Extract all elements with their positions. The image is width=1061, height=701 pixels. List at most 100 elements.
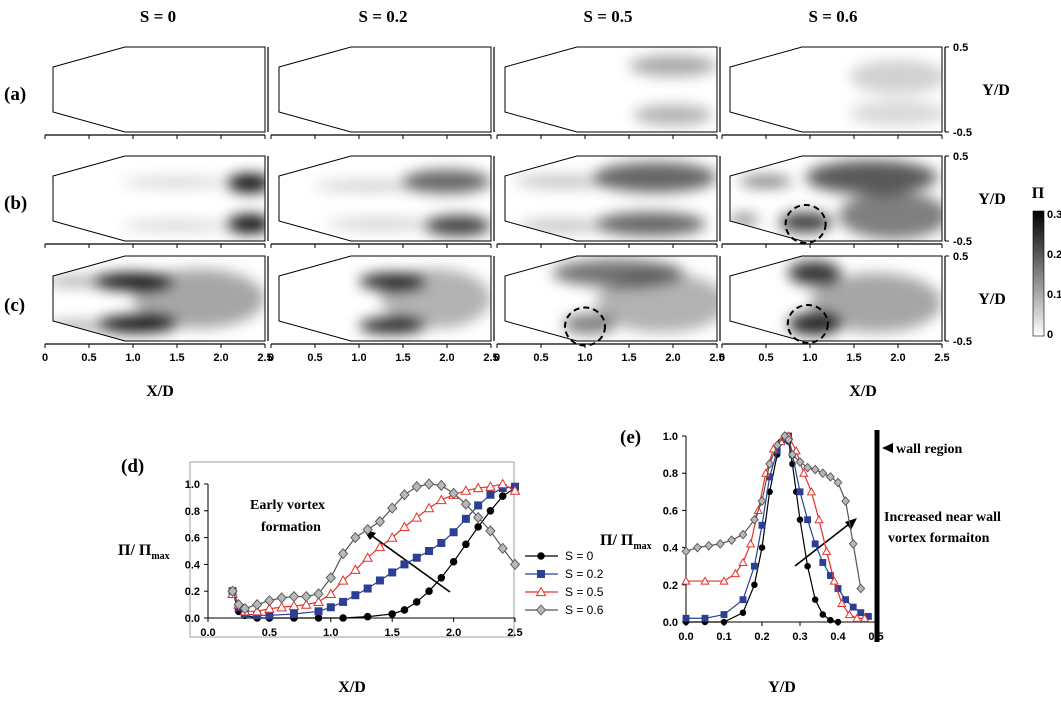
data-point <box>826 572 834 579</box>
heatmap-xlabel-4: X/D <box>849 383 877 400</box>
data-point <box>375 576 384 585</box>
heatmap-blob <box>838 191 942 240</box>
heatmap-panel: 0.5 -0.5 <box>721 42 972 139</box>
data-point <box>485 481 496 491</box>
x-tick-label: 0.2 <box>754 631 769 643</box>
colorbar-gradient <box>1032 210 1045 337</box>
data-point <box>425 587 433 595</box>
data-point <box>856 583 866 594</box>
data-point <box>313 588 324 600</box>
data-point <box>227 585 238 597</box>
data-point <box>411 481 422 493</box>
series-S0 <box>682 432 842 626</box>
panel-d-annotation-line2: formation <box>261 520 321 535</box>
heatmap-blobs <box>788 261 942 336</box>
heatmap-blob <box>788 261 841 285</box>
data-point <box>841 496 851 506</box>
data-point <box>837 598 847 607</box>
data-point <box>842 596 850 604</box>
legend-item: S = 0.6 <box>525 603 604 617</box>
data-point <box>449 528 458 537</box>
panel-e-annotation-line1: Increased near wall <box>884 510 1001 525</box>
x-tick-label: 0.0 <box>678 631 693 643</box>
data-point <box>449 557 458 566</box>
x-tick-label: 2.0 <box>446 627 461 639</box>
panel-e-annotation-arrowhead <box>845 518 857 530</box>
heatmap-x-tick-label: 1.0 <box>125 352 140 364</box>
data-point <box>739 609 747 616</box>
data-point <box>806 486 817 496</box>
data-point <box>486 507 495 515</box>
legend-item: S = 0.5 <box>525 585 604 599</box>
data-point <box>386 532 398 542</box>
series-S06 <box>227 478 521 615</box>
vortex-circle <box>784 204 827 244</box>
heatmap-y-tick-label: -0.5 <box>953 127 972 139</box>
y-tick-label: 0.6 <box>185 533 200 545</box>
data-point <box>399 489 410 501</box>
data-point <box>720 618 728 626</box>
data-point <box>325 572 336 584</box>
heatmap-panel: 0 0.5 1.0 1.5 2.0 2.5 0.5 -0.5 <box>719 251 972 364</box>
heatmap-background <box>53 47 265 132</box>
data-point <box>844 609 855 619</box>
heatmap-x-tick-label: 0.5 <box>758 352 773 364</box>
heatmap-blob <box>629 55 717 76</box>
heatmap-x-tick-label: 1.5 <box>169 352 184 364</box>
heatmap-y-tick-label: 0.5 <box>953 151 968 163</box>
heatmap-blob <box>403 169 491 194</box>
column-header-s06: S = 0.6 <box>809 7 858 26</box>
data-point <box>738 557 748 567</box>
data-point <box>799 468 809 477</box>
legend-label: S = 0.2 <box>565 567 604 581</box>
heatmap-outline <box>504 155 718 242</box>
data-point <box>436 479 447 491</box>
data-point <box>339 597 348 606</box>
x-tick-label: 2.5 <box>507 627 522 639</box>
panel-d-plot-area <box>189 461 515 638</box>
panel-e-wall-label: wall region <box>896 442 962 457</box>
heatmap-x-tick-label: 2.0 <box>665 352 680 364</box>
data-point <box>351 591 360 600</box>
data-point <box>423 478 435 490</box>
panel-d-ylabel: Π/ Πmax <box>118 542 170 562</box>
x-tick-label: 0.5 <box>868 631 883 643</box>
heatmap-panel: 0.5 -0.5 <box>721 151 972 248</box>
heatmap-outline <box>729 155 943 242</box>
heatmap-ylabel-b: Y/D <box>978 191 1006 208</box>
heatmap-x-tick-label: 1.5 <box>846 352 861 364</box>
x-tick-label: 0.3 <box>792 631 807 643</box>
data-point <box>796 488 804 496</box>
heatmap-field <box>279 47 491 132</box>
data-point <box>264 594 275 607</box>
colorbar-tick-0: 0 <box>1047 329 1053 341</box>
x-tick-label: 0.5 <box>262 627 277 639</box>
heatmap-blob <box>227 214 265 234</box>
data-point <box>325 588 337 598</box>
data-point <box>819 559 827 566</box>
heatmap-blob <box>227 173 265 193</box>
heatmap-x-tick-label: 0 <box>719 352 725 364</box>
heatmap-x-tick-label: 0 <box>268 352 274 364</box>
x-tick-label: 0.0 <box>200 627 215 639</box>
data-point <box>681 546 691 557</box>
data-point <box>727 535 737 546</box>
data-point <box>314 607 323 616</box>
panel-d-xlabel: X/D <box>338 679 366 696</box>
data-point <box>300 599 312 609</box>
data-point <box>765 459 775 469</box>
heatmap-x-tick-label: 2.5 <box>257 352 272 364</box>
data-point <box>852 613 862 622</box>
heatmap-panel <box>496 155 721 248</box>
heatmap-x-tick-label: 0.5 <box>81 352 96 364</box>
heatmap-x-tick-label: 2.5 <box>709 352 724 364</box>
panel-e: (e) wall region Increased near wall vort… <box>600 427 1001 696</box>
data-point <box>757 496 767 506</box>
data-point <box>288 590 300 603</box>
heatmap-x-tick-label: 2.5 <box>483 352 498 364</box>
heatmap-x-tick-label: 1.5 <box>621 352 636 364</box>
heatmap-panel <box>44 155 269 248</box>
data-point <box>448 487 459 499</box>
y-tick-label: 0.4 <box>663 543 679 555</box>
